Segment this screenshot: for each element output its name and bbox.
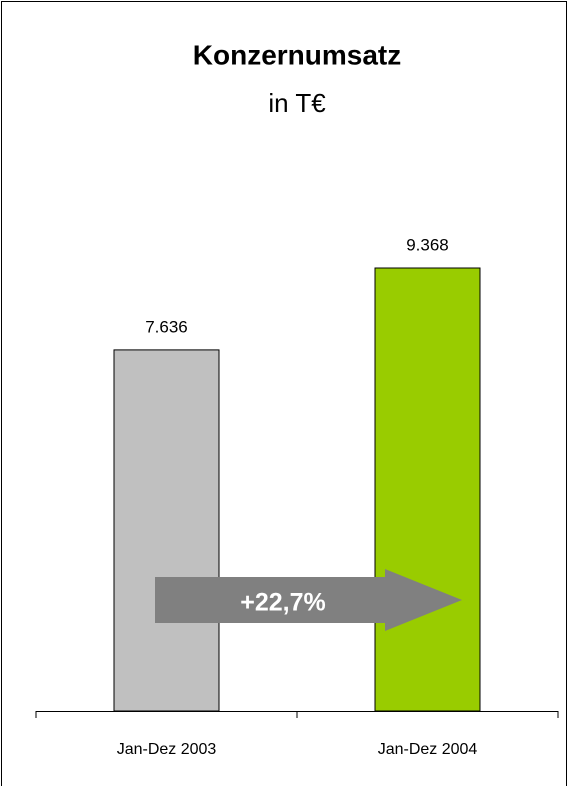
x-tick-label: Jan-Dez 2004 (378, 741, 478, 758)
chart-title: Konzernumsatz (193, 39, 401, 70)
x-tick-label: Jan-Dez 2003 (117, 741, 217, 758)
chart-subtitle: in T€ (268, 88, 326, 118)
bar (113, 349, 220, 712)
data-label: 9.368 (406, 235, 449, 254)
data-label: 7.636 (145, 317, 188, 336)
growth-arrow (155, 569, 462, 631)
growth-label: +22,7% (240, 589, 326, 617)
bar (374, 267, 481, 712)
